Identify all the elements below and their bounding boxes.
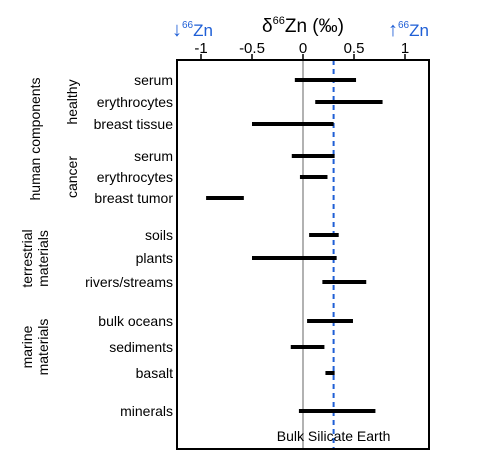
category-label: serum bbox=[134, 72, 173, 88]
direction-right-element: Zn bbox=[409, 21, 429, 40]
x-tick-label: -0.5 bbox=[239, 40, 265, 57]
range-bars bbox=[206, 78, 383, 413]
category-label: minerals bbox=[120, 403, 173, 419]
title-mass: 66 bbox=[273, 15, 285, 27]
group-label-terrestrial: terrestrial materials bbox=[19, 229, 51, 287]
category-label: sediments bbox=[109, 339, 173, 355]
direction-right: ↑66Zn bbox=[388, 19, 429, 41]
category-label: plants bbox=[136, 250, 173, 266]
plot-frame bbox=[176, 59, 430, 450]
direction-right-arrow-icon: ↑ bbox=[388, 19, 398, 41]
x-tick-label: 0 bbox=[299, 40, 307, 57]
chart-title: δ66Zn (‰) bbox=[262, 15, 344, 37]
group-label-marine-line: marine bbox=[19, 325, 35, 368]
category-label: breast tumor bbox=[94, 190, 173, 206]
x-tick-label: -1 bbox=[194, 40, 207, 57]
subgroup-label-cancer: cancer bbox=[64, 156, 80, 198]
x-axis-ticks: -1 -0.5 0 0.5 1 bbox=[194, 40, 409, 60]
category-label: breast tissue bbox=[94, 116, 174, 132]
category-label: bulk oceans bbox=[98, 313, 173, 329]
group-label-human-line: human components bbox=[27, 78, 43, 201]
direction-left-mass: 66 bbox=[182, 20, 194, 31]
category-label: erythrocytes bbox=[97, 169, 173, 185]
direction-right-mass: 66 bbox=[398, 20, 410, 31]
category-label: soils bbox=[145, 227, 173, 243]
direction-left: ↓66Zn bbox=[172, 19, 213, 41]
category-labels: serum erythrocytes breast tissue serum eryth… bbox=[85, 72, 173, 419]
x-tick-label: 0.5 bbox=[344, 40, 365, 57]
subgroup-label-healthy-line: healthy bbox=[64, 79, 80, 124]
category-label: erythrocytes bbox=[97, 94, 173, 110]
title-delta: δ bbox=[262, 16, 273, 37]
category-label: rivers/streams bbox=[85, 274, 173, 290]
category-label: basalt bbox=[136, 365, 173, 381]
title-element: Zn (‰) bbox=[285, 16, 344, 37]
direction-left-arrow-icon: ↓ bbox=[172, 19, 182, 41]
x-tick-label: 1 bbox=[401, 40, 409, 57]
group-label-terrestrial-line: terrestrial bbox=[19, 229, 35, 287]
group-label-terrestrial-line: materials bbox=[35, 230, 51, 287]
reference-line-label: Bulk Silicate Earth bbox=[277, 428, 391, 444]
group-label-human: human components bbox=[27, 78, 43, 201]
subgroup-label-cancer-line: cancer bbox=[64, 156, 80, 198]
group-label-marine-line: materials bbox=[35, 319, 51, 376]
direction-left-element: Zn bbox=[193, 21, 213, 40]
group-label-marine: marine materials bbox=[19, 319, 51, 376]
reference-lines: Bulk Silicate Earth bbox=[277, 60, 391, 449]
category-label: serum bbox=[134, 148, 173, 164]
subgroup-label-healthy: healthy bbox=[64, 79, 80, 124]
